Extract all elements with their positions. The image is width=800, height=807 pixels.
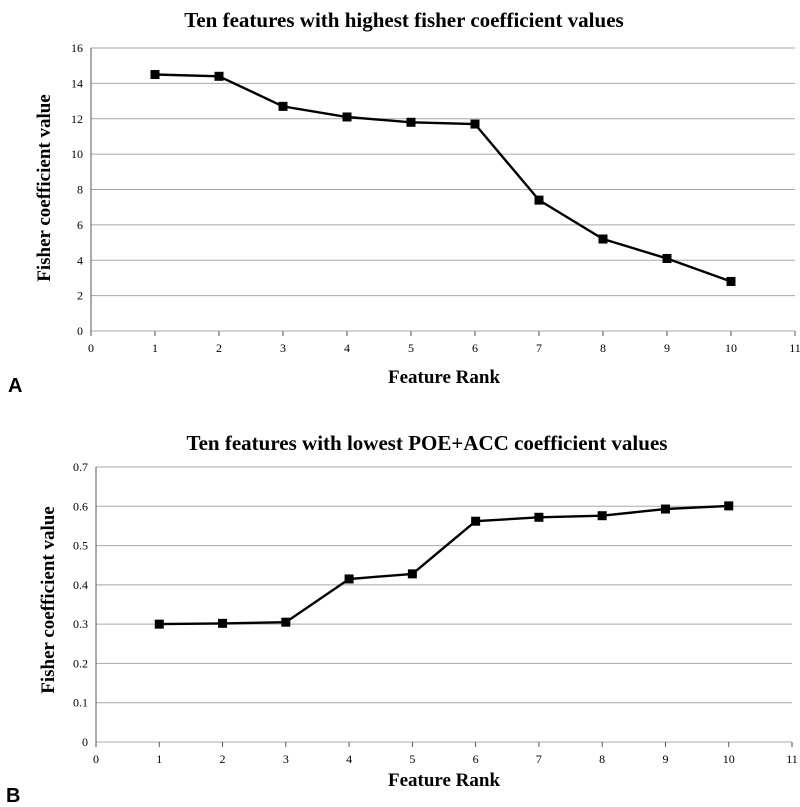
chart-b-x-tick-label: 7 <box>536 752 542 766</box>
chart-a-panel-letter: A <box>8 375 22 397</box>
chart-a-x-tick-label: 6 <box>472 341 478 355</box>
chart-b-data-point <box>154 619 164 629</box>
chart-a-data-point <box>150 70 160 80</box>
chart-a-y-tick-label: 10 <box>71 147 83 161</box>
chart-b-series-line <box>159 504 729 626</box>
chart-b-data-point <box>597 511 607 521</box>
chart-a-x-tick-label: 2 <box>216 341 222 355</box>
chart-a-x-tick-label: 10 <box>725 341 737 355</box>
chart-a-data-point <box>406 117 416 127</box>
chart-b-title: Ten features with lowest POE+ACC coeffic… <box>187 431 668 455</box>
chart-a-x-tick-label: 1 <box>152 341 158 355</box>
chart-a-x-tick-label: 5 <box>408 341 414 355</box>
chart-a-series-line <box>154 73 732 283</box>
chart-b-y-axis-label: Fisher coefficient value <box>38 506 59 694</box>
chart-a-x-tick-label: 11 <box>789 341 800 355</box>
chart-b-data-point <box>344 574 354 584</box>
chart-a-y-tick-label: 8 <box>77 183 83 197</box>
chart-a-x-tick-label: 7 <box>536 341 542 355</box>
chart-a-data-point <box>342 112 352 122</box>
chart-a-x-tick-label: 0 <box>88 341 94 355</box>
chart-b-y-tick-label: 0.7 <box>73 460 88 474</box>
chart-b: Ten features with lowest POE+ACC coeffic… <box>6 431 798 807</box>
chart-b-y-tick-label: 0.3 <box>73 617 88 631</box>
chart-b-x-tick-label: 2 <box>220 752 226 766</box>
chart-a-x-axis-label: Feature Rank <box>388 367 500 388</box>
chart-a-data-point <box>598 234 608 244</box>
chart-b-x-tick-label: 6 <box>473 752 479 766</box>
chart-b-data-point <box>660 504 670 514</box>
chart-a-data-point <box>726 276 736 286</box>
chart-b-data-point <box>534 512 544 522</box>
chart-a-y-axis-label: Fisher coefficient value <box>34 94 55 282</box>
chart-a-y-tick-label: 2 <box>77 289 83 303</box>
chart-a-data-point <box>470 119 480 129</box>
chart-a-data-point <box>534 195 544 205</box>
chart-a-y-tick-label: 14 <box>71 76 83 90</box>
chart-a-x-tick-label: 4 <box>344 341 350 355</box>
chart-b-x-tick-label: 4 <box>346 752 352 766</box>
chart-a-y-tick-label: 12 <box>71 112 83 126</box>
chart-b-data-point <box>407 569 417 579</box>
chart-a-y-tick-label: 0 <box>77 324 83 338</box>
chart-b-x-tick-label: 9 <box>662 752 668 766</box>
chart-b-y-tick-label: 0.6 <box>73 499 88 513</box>
chart-b-x-tick-label: 10 <box>723 752 735 766</box>
chart-b-y-tick-label: 0.2 <box>73 656 88 670</box>
chart-b-y-tick-label: 0 <box>82 735 88 749</box>
chart-a-y-tick-label: 6 <box>77 218 83 232</box>
chart-b-data-point <box>724 501 734 511</box>
chart-a-title: Ten features with highest fisher coeffic… <box>184 8 623 32</box>
chart-a-y-tick-label: 4 <box>77 253 83 267</box>
chart-b-y-tick-label: 0.4 <box>73 578 88 592</box>
chart-a-data-point <box>278 101 288 111</box>
chart-b-data-point <box>218 618 228 628</box>
chart-b-x-tick-label: 11 <box>786 752 798 766</box>
chart-b-x-tick-label: 3 <box>283 752 289 766</box>
chart-b-x-axis-label: Feature Rank <box>388 770 500 791</box>
chart-a-y-tick-label: 16 <box>71 41 83 55</box>
chart-b-data-point <box>471 516 481 526</box>
chart-b-panel-letter: B <box>6 785 20 807</box>
chart-a-x-tick-label: 8 <box>600 341 606 355</box>
chart-a-data-point <box>214 71 224 81</box>
chart-a-data-point <box>662 253 672 263</box>
chart-b-x-tick-label: 8 <box>599 752 605 766</box>
chart-b-y-tick-label: 0.1 <box>73 696 88 710</box>
chart-b-x-tick-label: 0 <box>93 752 99 766</box>
chart-b-x-tick-label: 1 <box>156 752 162 766</box>
chart-b-y-tick-label: 0.5 <box>73 539 88 553</box>
chart-a-x-tick-label: 3 <box>280 341 286 355</box>
chart-b-x-tick-label: 5 <box>409 752 415 766</box>
chart-b-data-point <box>281 617 291 627</box>
chart-a: Ten features with highest fisher coeffic… <box>8 8 800 397</box>
chart-a-x-tick-label: 9 <box>664 341 670 355</box>
